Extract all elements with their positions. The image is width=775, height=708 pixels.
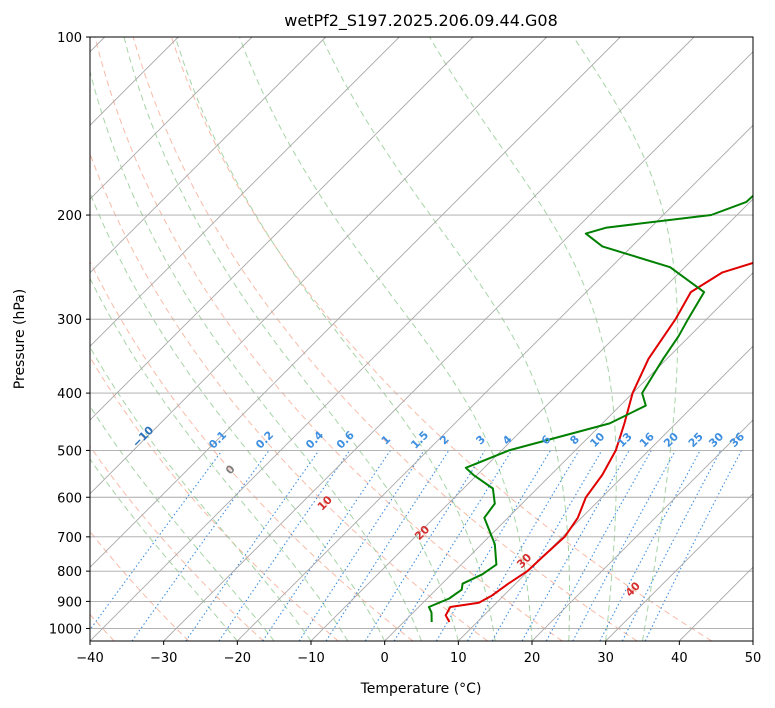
dewpoint-profile-line — [427, 194, 753, 623]
isotherm-line — [236, 124, 753, 641]
mixing-ratio-line — [644, 450, 742, 641]
moist-adiabat-line — [90, 191, 386, 641]
mixing-ratio-line — [298, 450, 425, 641]
mixing-ratio-line — [218, 450, 351, 641]
y-tick-label: 800 — [57, 565, 82, 580]
x-axis-label: Temperature (°C) — [360, 681, 482, 697]
isotherm-line — [90, 37, 695, 641]
dry-adiabat-line — [170, 37, 712, 641]
moist-adiabat-line — [321, 37, 571, 641]
x-tick-label: 10 — [450, 651, 467, 666]
y-tick-label: 200 — [57, 209, 82, 224]
mixing-ratio-line — [393, 450, 513, 641]
x-tick-label: 20 — [524, 651, 541, 666]
y-tick-label: 300 — [57, 313, 82, 328]
isotherm-line — [90, 37, 400, 347]
dry-adiabat-line — [132, 37, 638, 641]
isotherm-line — [90, 37, 253, 200]
moist-adiabat-line — [238, 37, 533, 641]
moist-adiabat-line — [90, 69, 422, 641]
x-tick-label: −30 — [150, 651, 177, 666]
y-tick-label: 400 — [57, 387, 82, 402]
moist-adiabat-line — [90, 405, 275, 641]
x-tick-label: 0 — [381, 651, 389, 666]
x-tick-label: 50 — [745, 651, 762, 666]
mixing-ratio-line — [90, 450, 223, 631]
y-tick-label: 1000 — [49, 622, 82, 637]
moist-adiabat-line — [90, 458, 238, 641]
isotherm-line — [605, 493, 753, 641]
mixing-ratio-line — [185, 450, 320, 641]
mixing-ratio-line — [621, 450, 722, 641]
dry-adiabat-line — [94, 37, 563, 641]
moist-adiabat-line — [573, 37, 679, 641]
moist-adiabat-line — [90, 277, 349, 641]
y-tick-label: 100 — [57, 31, 82, 46]
mixing-ratio-line — [262, 450, 391, 641]
x-tick-label: −10 — [297, 651, 324, 666]
x-tick-label: 30 — [597, 651, 614, 666]
y-tick-label: 600 — [57, 491, 82, 506]
isotherm-line — [310, 198, 753, 641]
isotherm-line — [90, 37, 548, 495]
isotherm-line — [90, 37, 474, 421]
y-axis-label: Pressure (hPa) — [12, 289, 28, 389]
mixing-ratio-line — [521, 450, 630, 641]
dry-adiabat-line — [90, 260, 414, 641]
dry-adiabat-line — [90, 445, 264, 641]
isotherm-line — [531, 419, 753, 641]
x-tick-label: 40 — [671, 651, 688, 666]
moist-adiabat-line — [429, 37, 617, 641]
chart-title: wetPf2_S197.2025.206.09.44.G08 — [284, 11, 558, 31]
y-tick-label: 500 — [57, 444, 82, 459]
mixing-ratio-line — [325, 450, 450, 641]
x-tick-label: −40 — [76, 651, 103, 666]
mixing-ratio-line — [545, 450, 652, 641]
isotherm-line — [457, 345, 753, 641]
isotherm-line — [90, 37, 327, 274]
isotherm-line — [90, 37, 621, 568]
temperature-profile-line — [444, 261, 753, 623]
x-tick-label: −20 — [224, 651, 251, 666]
moist-adiabat-line — [123, 37, 459, 641]
y-tick-label: 700 — [57, 531, 82, 546]
mixing-ratio-line — [572, 450, 676, 641]
isotherm-line — [384, 272, 753, 641]
plot-frame — [89, 36, 754, 642]
isotherm-line — [163, 51, 753, 641]
y-tick-label: 900 — [57, 595, 82, 610]
dry-adiabat-line — [90, 356, 339, 641]
